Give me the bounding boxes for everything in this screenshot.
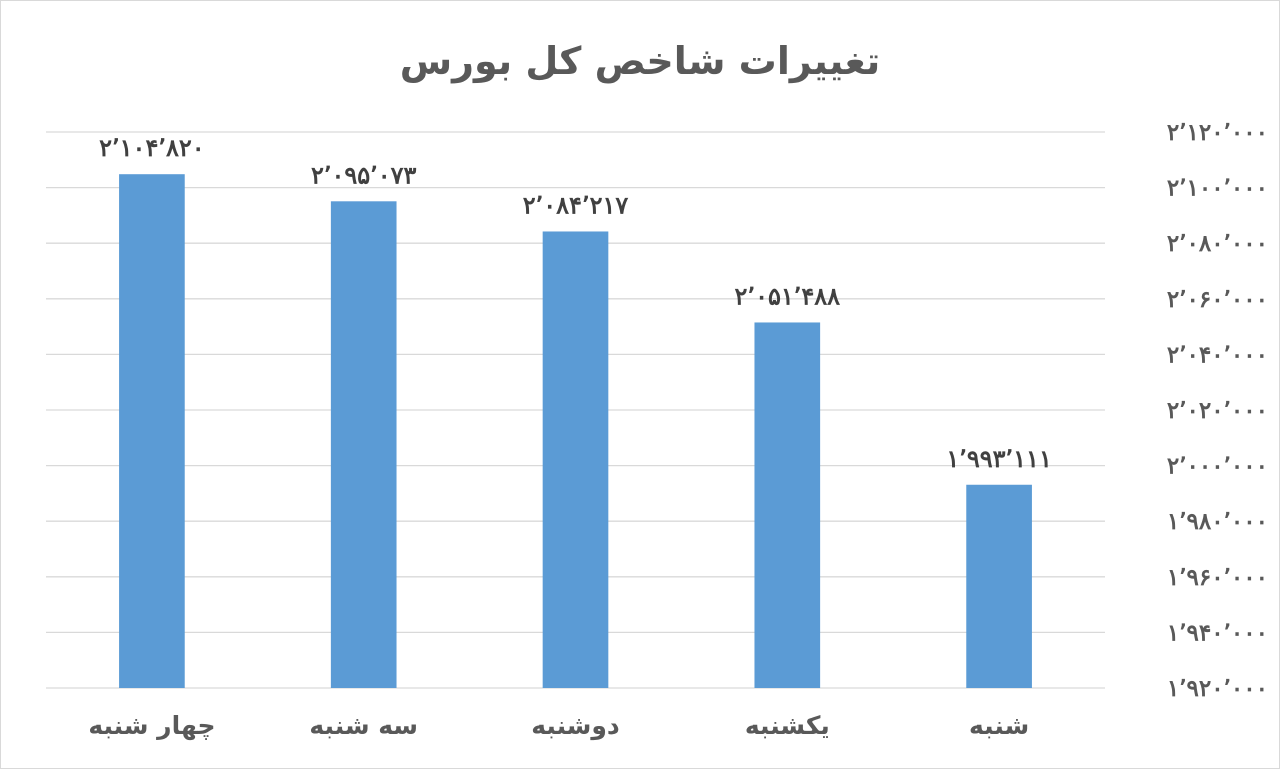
bar	[542, 231, 609, 688]
data-label: ۲٬۰۸۴٬۲۱۷	[523, 190, 629, 219]
bar	[119, 174, 185, 689]
data-labels: ۲٬۱۰۴٬۸۲۰ ۲٬۰۹۵٬۰۷۳ ۲٬۰۸۴٬۲۱۷ ۲٬۰۵۱٬۴۸۸ ۱٬۹۹…	[99, 133, 1052, 473]
bar	[966, 484, 1032, 688]
x-axis: چهار شنبه سه شنبه دوشنبه یکشنبه شنبه	[88, 711, 1029, 741]
y-tick-label: ۲٬۰۶۰٬۰۰۰	[1167, 286, 1268, 313]
bar	[330, 201, 397, 688]
data-label: ۲٬۰۵۱٬۴۸۸	[735, 281, 841, 310]
chart-title: تغییرات شاخص کل بورس	[400, 39, 881, 83]
y-tick-label: ۲٬۰۰۰٬۰۰۰	[1167, 453, 1268, 480]
y-tick-label: ۲٬۱۰۰٬۰۰۰	[1167, 175, 1268, 202]
bars	[119, 174, 1032, 689]
x-tick-label: دوشنبه	[531, 711, 620, 741]
y-tick-label: ۲٬۰۸۰٬۰۰۰	[1167, 230, 1268, 257]
bar	[754, 322, 821, 688]
x-tick-label: چهار شنبه	[88, 711, 215, 741]
x-tick-label: یکشنبه	[745, 711, 830, 740]
x-tick-label: شنبه	[969, 711, 1029, 740]
y-tick-label: ۲٬۱۲۰٬۰۰۰	[1167, 119, 1268, 146]
data-label: ۱٬۹۹۳٬۱۱۱	[946, 444, 1052, 473]
y-tick-label: ۱٬۹۲۰٬۰۰۰	[1167, 675, 1268, 702]
data-label: ۲٬۰۹۵٬۰۷۳	[311, 160, 417, 189]
y-tick-label: ۲٬۰۲۰٬۰۰۰	[1167, 397, 1268, 424]
y-tick-label: ۱٬۹۴۰٬۰۰۰	[1167, 619, 1268, 646]
x-tick-label: سه شنبه	[309, 711, 418, 740]
data-label: ۲٬۱۰۴٬۸۲۰	[99, 133, 205, 162]
y-tick-label: ۱٬۹۶۰٬۰۰۰	[1167, 564, 1268, 591]
y-axis: ۱٬۹۲۰٬۰۰۰ ۱٬۹۴۰٬۰۰۰ ۱٬۹۶۰٬۰۰۰ ۱٬۹۸۰٬۰۰۰ ۲٬۰۰…	[1167, 119, 1268, 702]
y-tick-label: ۱٬۹۸۰٬۰۰۰	[1167, 508, 1268, 535]
y-tick-label: ۲٬۰۴۰٬۰۰۰	[1167, 341, 1268, 368]
